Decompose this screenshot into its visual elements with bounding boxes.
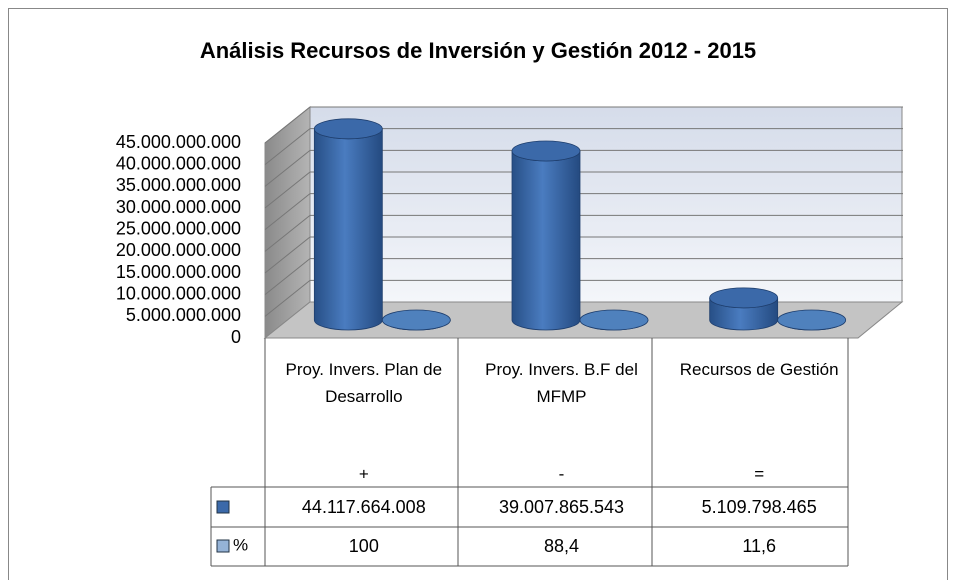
y-tick-label: 0 bbox=[231, 327, 241, 347]
back-wall bbox=[309, 106, 903, 303]
category-label-box: Recursos de Gestión bbox=[679, 360, 839, 379]
x-tick-label: Recursos de Gestión bbox=[679, 360, 839, 379]
category-sign: = bbox=[754, 464, 764, 483]
cylinder bbox=[313, 128, 383, 331]
cylinder-top bbox=[381, 309, 451, 331]
grid-line bbox=[264, 171, 311, 209]
grid-line bbox=[264, 258, 311, 296]
x-tick-label: Proy. Invers. B.F del MFMP bbox=[485, 360, 638, 406]
legend-key bbox=[216, 500, 230, 514]
grid-line bbox=[264, 279, 311, 317]
grid-line bbox=[264, 128, 311, 166]
cylinder-top bbox=[579, 309, 649, 331]
cylinder-top bbox=[709, 287, 779, 309]
grid-line bbox=[264, 106, 311, 144]
side-wall bbox=[264, 105, 311, 340]
x-tick-label: Proy. Invers. Plan de Desarrollo bbox=[285, 360, 443, 406]
table-value: 11,6 bbox=[742, 536, 776, 556]
table-value: 39.007.865.543 bbox=[499, 497, 624, 517]
y-tick-label: 35.000.000.000 bbox=[116, 175, 241, 195]
grid-line bbox=[264, 236, 311, 274]
y-tick-label: 25.000.000.000 bbox=[116, 218, 241, 238]
cylinder-top bbox=[511, 140, 581, 162]
grid-line bbox=[264, 149, 311, 187]
chart-title: Análisis Recursos de Inversión y Gestión… bbox=[200, 38, 756, 63]
y-tick-label: 40.000.000.000 bbox=[116, 153, 241, 173]
cylinder bbox=[511, 150, 581, 331]
category-sign: - bbox=[559, 464, 565, 483]
table-value: 88,4 bbox=[544, 536, 579, 556]
category-label-box: Proy. Invers. Plan de Desarrollo bbox=[285, 360, 443, 406]
table-value: 100 bbox=[349, 536, 379, 556]
cylinder-top bbox=[313, 118, 383, 140]
y-tick-label: 5.000.000.000 bbox=[126, 305, 241, 325]
category-label-box: Proy. Invers. B.F del MFMP bbox=[485, 360, 638, 406]
grid-line bbox=[264, 193, 311, 231]
y-tick-label: 10.000.000.000 bbox=[116, 283, 241, 303]
legend-key bbox=[216, 539, 230, 553]
table-value: 5.109.798.465 bbox=[702, 497, 817, 517]
y-tick-label: 20.000.000.000 bbox=[116, 240, 241, 260]
y-tick-label: 30.000.000.000 bbox=[116, 197, 241, 217]
y-tick-label: 15.000.000.000 bbox=[116, 262, 241, 282]
category-sign: + bbox=[359, 464, 369, 483]
y-tick-label: 45.000.000.000 bbox=[116, 132, 241, 152]
grid-line bbox=[264, 214, 311, 252]
cylinder-top bbox=[777, 309, 847, 331]
table-value: 44.117.664.008 bbox=[302, 497, 426, 517]
legend-label: % bbox=[233, 535, 248, 554]
